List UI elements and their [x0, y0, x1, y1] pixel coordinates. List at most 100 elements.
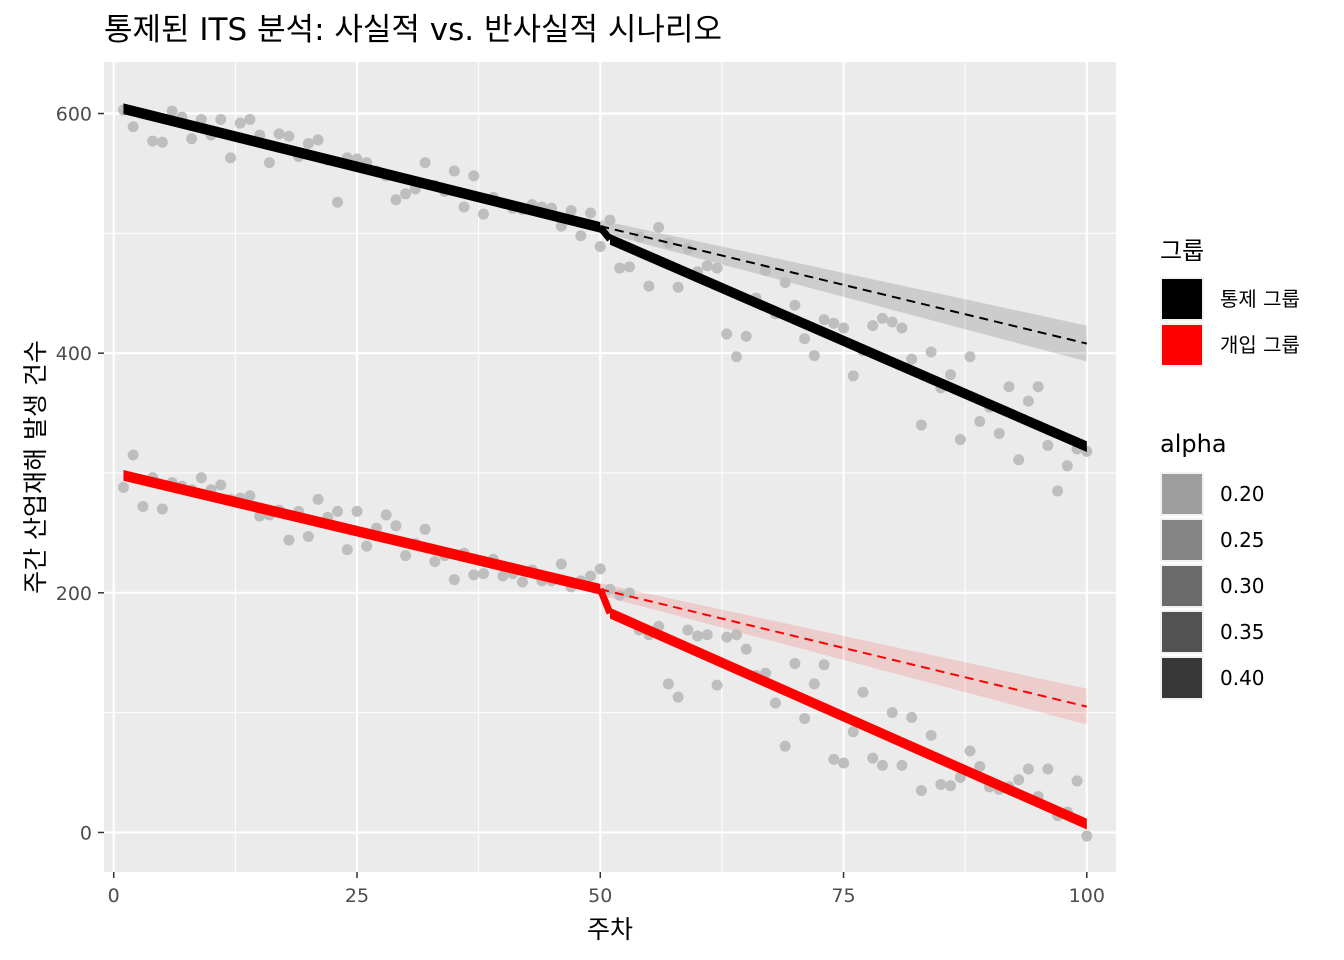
data-point [993, 427, 1005, 439]
fitted-pre-line [123, 103, 601, 233]
data-point [896, 322, 908, 334]
legend-alpha-label: 0.20 [1220, 482, 1265, 506]
data-point [945, 780, 957, 792]
data-point [594, 241, 606, 253]
data-point [127, 449, 139, 461]
data-point [302, 530, 314, 542]
legend-alpha-label: 0.30 [1220, 574, 1265, 598]
x-tick-label: 100 [1069, 885, 1105, 907]
data-point [974, 415, 986, 427]
data-point [448, 165, 460, 177]
counterfactual-lines [600, 225, 1088, 708]
data-point [215, 114, 227, 126]
x-tick-label: 75 [831, 885, 855, 907]
data-point [302, 137, 314, 149]
data-point [633, 231, 645, 243]
data-point [195, 472, 207, 484]
y-tick-label: 400 [56, 343, 92, 365]
data-point [312, 134, 324, 146]
data-point [478, 208, 489, 220]
data-point [701, 629, 713, 641]
data-point [400, 188, 412, 200]
data-point [838, 757, 850, 769]
data-point [1061, 460, 1073, 472]
data-point [458, 201, 470, 213]
legend-label: 통제 그룹 [1220, 287, 1300, 311]
data-point [769, 697, 781, 709]
data-point [263, 157, 275, 169]
data-point [857, 686, 869, 698]
data-point [341, 544, 353, 556]
legend-alpha-swatch [1162, 566, 1202, 606]
data-point [1003, 381, 1015, 393]
data-point [312, 493, 324, 505]
data-point [497, 570, 509, 582]
data-point [332, 505, 344, 517]
x-axis: 0 25 50 75 100 [108, 872, 1105, 907]
fitted-lines [123, 103, 1087, 830]
data-point [244, 490, 256, 502]
data-point [906, 353, 918, 365]
data-point [1071, 775, 1083, 787]
data-point [672, 281, 684, 293]
data-point [332, 196, 344, 208]
data-point [448, 574, 460, 586]
data-point [808, 678, 820, 690]
data-point [896, 759, 908, 771]
data-point [847, 726, 859, 738]
counterfactual-line [600, 588, 1088, 708]
data-point [925, 346, 937, 358]
fitted-post-line [610, 233, 1087, 453]
y-tick-label: 0 [80, 822, 92, 844]
data-point [585, 570, 597, 582]
data-point [964, 745, 976, 757]
data-point [974, 761, 986, 773]
legend-group-title: 그룹 [1160, 237, 1204, 265]
data-point [623, 587, 635, 599]
data-point [662, 237, 674, 249]
data-point [1022, 763, 1034, 775]
data-point [672, 691, 684, 703]
data-point [711, 262, 723, 274]
data-point [156, 136, 168, 148]
data-point [886, 707, 898, 719]
data-point [565, 205, 577, 217]
fitted-pre-line [123, 469, 601, 595]
legend-swatch [1162, 279, 1202, 319]
data-point [419, 157, 431, 169]
data-point [838, 322, 850, 334]
x-tick-label: 0 [108, 885, 120, 907]
data-point [643, 280, 655, 292]
data-point [701, 260, 713, 272]
data-point [789, 658, 801, 670]
fitted-post-line [610, 607, 1087, 830]
plot-panel [104, 62, 1116, 872]
legend-swatch [1162, 325, 1202, 365]
data-point [575, 230, 587, 242]
data-point [137, 501, 149, 513]
data-point [273, 128, 285, 140]
legend-alpha-swatch [1162, 474, 1202, 514]
legend-alpha: alpha 0.20 0.25 0.30 0.35 0.40 [1160, 430, 1265, 700]
data-point [721, 631, 733, 643]
data-point [390, 520, 402, 532]
data-point [614, 262, 626, 274]
data-point [380, 509, 392, 521]
data-point [117, 481, 129, 493]
data-point [166, 105, 178, 117]
legend-alpha-swatch [1162, 658, 1202, 698]
data-point [1042, 439, 1054, 451]
data-point [156, 503, 168, 515]
data-point [867, 320, 879, 332]
legend-alpha-label: 0.40 [1220, 666, 1265, 690]
x-tick-label: 25 [345, 885, 369, 907]
data-point [779, 740, 791, 752]
data-point [283, 534, 295, 546]
data-point [614, 589, 626, 601]
data-point [1032, 381, 1044, 393]
y-axis: 0 200 400 600 [56, 104, 104, 844]
data-point [721, 328, 733, 340]
data-point [818, 314, 830, 326]
